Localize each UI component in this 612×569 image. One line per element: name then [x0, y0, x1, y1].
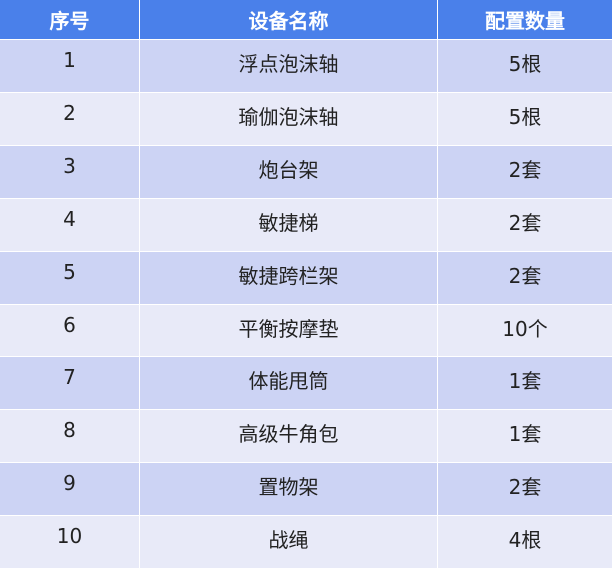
- table-cell: 5: [0, 251, 140, 305]
- table-cell: 2套: [438, 198, 612, 252]
- table-cell: 5根: [438, 40, 612, 93]
- header-cell: 序号: [0, 0, 140, 40]
- header-cell: 配置数量: [438, 0, 612, 40]
- table-cell: 置物架: [140, 463, 438, 517]
- table-cell: 10: [0, 516, 140, 569]
- table-cell: 6: [0, 304, 140, 358]
- table-cell: 1套: [438, 410, 612, 464]
- table-cell: 2套: [438, 145, 612, 199]
- table-cell: 7: [0, 357, 140, 411]
- table-cell: 高级牛角包: [140, 410, 438, 464]
- table-cell: 10个: [438, 304, 612, 358]
- header-cell: 设备名称: [140, 0, 438, 40]
- table-cell: 1: [0, 40, 140, 93]
- table-cell: 浮点泡沫轴: [140, 40, 438, 93]
- table-cell: 2套: [438, 463, 612, 517]
- table-cell: 战绳: [140, 516, 438, 569]
- table-cell: 3: [0, 145, 140, 199]
- table-cell: 敏捷跨栏架: [140, 251, 438, 305]
- table-cell: 2套: [438, 251, 612, 305]
- table-cell: 体能甩筒: [140, 357, 438, 411]
- table-cell: 4根: [438, 516, 612, 569]
- table-cell: 5根: [438, 92, 612, 146]
- table-cell: 4: [0, 198, 140, 252]
- table-cell: 9: [0, 463, 140, 517]
- table-cell: 敏捷梯: [140, 198, 438, 252]
- table-cell: 2: [0, 92, 140, 146]
- table-cell: 8: [0, 410, 140, 464]
- table-cell: 平衡按摩垫: [140, 304, 438, 358]
- table-cell: 炮台架: [140, 145, 438, 199]
- table-cell: 1套: [438, 357, 612, 411]
- table-cell: 瑜伽泡沫轴: [140, 92, 438, 146]
